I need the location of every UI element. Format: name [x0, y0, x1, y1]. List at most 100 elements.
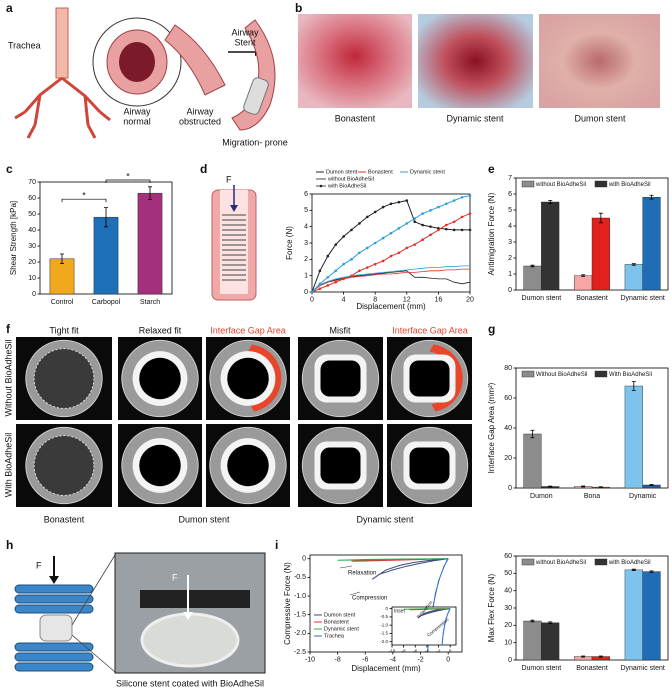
y-tick-label: 0 [302, 556, 306, 563]
x-tick-label: 0 [449, 648, 452, 653]
stent-sample [39, 614, 73, 642]
compression-schematic [14, 552, 266, 674]
legend-label: with BioAdheSil [608, 560, 651, 566]
error-bar [60, 253, 64, 264]
x-tick-label: -4 [390, 657, 396, 664]
series-line [311, 270, 471, 293]
marker [342, 277, 345, 281]
row-label: Without BioAdheSil [3, 339, 13, 416]
legend-label: Without BioAdheSil [536, 372, 587, 378]
label: Migration- prone [222, 137, 288, 147]
panel-letter: b [295, 1, 302, 15]
panel-letter: d [200, 162, 207, 176]
label: Stent [234, 37, 256, 47]
force-arrow-head [183, 612, 193, 620]
error-bar [631, 263, 636, 266]
panel-letter: h [6, 538, 13, 552]
force-label: F [172, 572, 178, 582]
y-tick-label: 4 [304, 224, 308, 231]
y-tick-label: -0.5 [294, 574, 306, 581]
legend-label: Dumon stent [324, 612, 356, 618]
caption: Silicone stent coated with BioAdheSil [116, 678, 264, 688]
marker [452, 228, 456, 232]
y-tick-label: 40 [28, 227, 36, 234]
marker [460, 228, 464, 232]
bar [523, 265, 542, 291]
x-tick-label: Bona [584, 493, 600, 500]
marker [381, 236, 385, 240]
error-bar [649, 570, 654, 573]
marker [437, 228, 440, 232]
bar [642, 571, 661, 661]
marker [373, 241, 377, 245]
marker [381, 205, 385, 209]
photo-plate [140, 590, 250, 608]
stent [243, 77, 269, 115]
trachea-shape [55, 7, 69, 79]
panel-letter: f [6, 322, 11, 336]
bar [49, 258, 75, 295]
y-tick-label: 0 [508, 485, 512, 492]
panel-letter: g [488, 322, 495, 336]
label: Airway [123, 106, 151, 116]
y-tick-label: 40 [504, 588, 512, 595]
airway-obstructed [164, 24, 226, 96]
y-axis-label: Force (N) [285, 226, 294, 260]
error-bar [649, 484, 654, 486]
x-tick-label: 0 [310, 297, 314, 304]
y-tick-label: 0 [508, 287, 512, 294]
legend-swatch [594, 558, 608, 566]
label: normal [123, 116, 151, 126]
x-tick-label: Bonastent [576, 665, 608, 672]
x-tick-label: -4 [425, 648, 429, 653]
error-bar [598, 486, 603, 488]
y-tick-label: 40 [504, 425, 512, 432]
series-line [337, 558, 449, 561]
error-bar [598, 655, 603, 658]
panel-letter: c [6, 162, 13, 176]
photo [418, 14, 533, 108]
legend-label: Dynamic stent [324, 626, 359, 632]
ct-lumen [139, 444, 181, 487]
marker [381, 259, 385, 263]
x-tick-label: Starch [140, 299, 160, 306]
bar [523, 433, 542, 489]
y-tick-label: 10 [504, 640, 512, 647]
marker [366, 215, 369, 219]
column-label: Relaxed fit [139, 325, 182, 335]
legend-label: Bonastent [368, 169, 393, 175]
legend-swatch [594, 370, 608, 378]
marker [350, 258, 353, 261]
legend-label: without BioAdheSil [535, 182, 586, 188]
ct-lumen [33, 348, 95, 409]
legend-swatch [594, 180, 608, 188]
legend-label: With BioAdheSil [609, 372, 652, 378]
y-axis-label: Antimigration Force (N) [487, 192, 496, 275]
marker [405, 199, 409, 202]
significance-star: * [126, 171, 130, 181]
ct-lumen [409, 360, 450, 397]
zoom-lines [71, 554, 116, 673]
marker [326, 276, 330, 279]
x-tick-label: -6 [362, 657, 368, 664]
stent-label: Dynamic stent [356, 514, 414, 524]
bar [591, 217, 610, 291]
photo [298, 14, 412, 108]
x-tick-label: -6 [413, 648, 417, 653]
series-line [417, 608, 451, 619]
legend-label: Trachea [324, 633, 345, 639]
y-tick-label: -1.0 [380, 622, 388, 627]
marker [373, 262, 377, 266]
marker [397, 251, 401, 255]
x-tick-label: -10 [305, 657, 315, 664]
y-tick-label: 20 [504, 455, 512, 462]
bar [624, 264, 643, 291]
marker [405, 246, 409, 250]
photo [539, 14, 660, 108]
marker [429, 233, 432, 237]
panel-letter: i [275, 538, 278, 552]
marker [429, 225, 432, 228]
marker [413, 220, 417, 224]
y-axis-label: Interface Gap Area (mm²) [487, 382, 496, 473]
marker [397, 227, 401, 230]
